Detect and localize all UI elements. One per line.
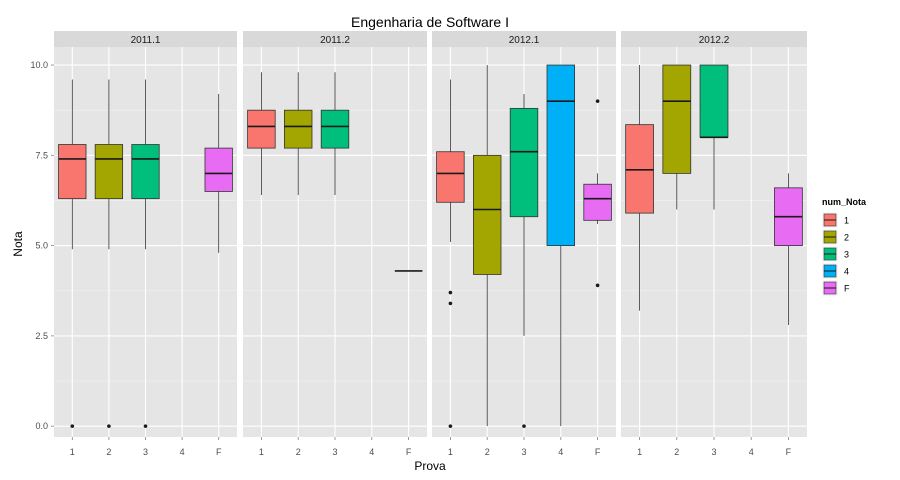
outlier-point	[448, 290, 453, 295]
outlier-point	[522, 424, 526, 428]
x-tick-label: 3	[332, 447, 337, 457]
x-tick-label: 3	[521, 447, 526, 457]
x-tick-label: 1	[448, 447, 453, 457]
box-2011.1-2	[94, 79, 124, 428]
legend-label: 3	[844, 250, 849, 260]
x-tick-label: F	[595, 447, 601, 457]
x-tick-label: 4	[369, 447, 374, 457]
legend-item-1: 1	[821, 211, 849, 229]
x-tick-label: 4	[558, 447, 563, 457]
box-iqr	[509, 107, 539, 218]
legend-label: 4	[844, 267, 849, 277]
x-tick-label: F	[406, 447, 412, 457]
y-tick-label: 7.5	[35, 150, 48, 160]
outlier-point	[143, 424, 148, 428]
box-iqr	[583, 183, 612, 221]
box-iqr	[131, 144, 160, 200]
facet-strip-label: 2011.2	[320, 35, 350, 46]
x-tick-label: 4	[749, 447, 754, 457]
y-tick-label: 5.0	[35, 241, 48, 251]
x-tick-label: F	[786, 447, 792, 457]
x-tick-label: 1	[70, 447, 75, 457]
box-2012.1-3	[509, 93, 539, 428]
facet-strip-label: 2012.2	[699, 35, 730, 46]
x-tick-label: 2	[106, 447, 111, 457]
x-tick-label: 1	[637, 447, 642, 457]
facet-strip	[243, 31, 427, 47]
box-iqr	[320, 109, 350, 149]
box-2011.1-3	[131, 79, 160, 428]
box-iqr	[625, 124, 654, 214]
outlier-point	[70, 424, 75, 428]
y-tick-label: 2.5	[35, 331, 48, 341]
box-iqr	[247, 109, 276, 149]
box-2011.2-3	[320, 72, 350, 196]
box-iqr	[472, 154, 502, 275]
x-tick-label: 1	[259, 447, 264, 457]
legend-item-F: F	[821, 279, 850, 297]
outlier-point	[107, 424, 111, 428]
box-iqr	[699, 64, 729, 138]
outlier-point	[595, 99, 600, 103]
facet-strip-label: 2012.1	[509, 35, 540, 46]
outlier-point	[595, 283, 600, 288]
box-2012.1-4	[546, 64, 576, 427]
y-tick-label: 10.0	[30, 60, 48, 70]
box-2012.2-1	[625, 65, 654, 311]
box-iqr	[436, 151, 465, 203]
box-2012.2-3	[699, 64, 729, 210]
x-tick-label: F	[216, 447, 222, 457]
legend-label: F	[844, 284, 850, 294]
box-2012.2-2	[662, 64, 692, 210]
legend: num_Nota 1 2 3 4 F	[821, 197, 867, 297]
panels-layer: 2011.1 1 2 3 4 F 2011.2 1 2 3 4 F 2012.1 1 2 3 4 F 2012.2 1…	[54, 31, 807, 457]
chart-title: Engenharia de Software I	[351, 14, 509, 30]
x-tick-label: 2	[674, 447, 679, 457]
box-2011.1-1	[58, 79, 87, 428]
legend-title: num_Nota	[822, 197, 867, 207]
box-2011.2-2	[283, 72, 313, 196]
x-axis-title: Prova	[414, 459, 446, 473]
box-2012.1-F	[583, 99, 612, 288]
box-iqr	[662, 64, 692, 174]
facet-strip	[621, 31, 807, 47]
box-2012.2-F	[774, 173, 803, 326]
facet-strip	[54, 31, 237, 47]
legend-item-4: 4	[821, 262, 849, 280]
x-tick-label: 2	[296, 447, 301, 457]
box-iqr	[204, 147, 233, 192]
box-2011.1-F	[204, 93, 233, 253]
legend-item-2: 2	[821, 228, 849, 246]
box-2011.2-1	[247, 72, 276, 196]
x-tick-label: 3	[711, 447, 716, 457]
facet-strip	[432, 31, 616, 47]
box-2012.1-1	[436, 79, 465, 428]
legend-label: 1	[844, 216, 849, 226]
facet-strip-label: 2011.1	[131, 35, 161, 46]
box-2012.1-2	[472, 65, 502, 427]
outlier-point	[448, 424, 453, 428]
legend-item-3: 3	[821, 245, 849, 263]
x-tick-label: 4	[180, 447, 185, 457]
y-axis-title: Nota	[11, 231, 25, 257]
x-tick-label: 2	[485, 447, 490, 457]
box-iqr	[546, 64, 576, 247]
box-iqr	[94, 144, 124, 200]
x-tick-label: 3	[143, 447, 148, 457]
facet-panel-2012.2: 2012.2 1 2 3 4 F	[621, 31, 807, 457]
y-axis: 0.0 2.5 5.0 7.5 10.0	[30, 60, 54, 431]
facet-panel-2012.1: 2012.1 1 2 3 4 F	[432, 31, 616, 457]
y-tick-label: 0.0	[35, 421, 48, 431]
facet-panel-2011.1: 2011.1 1 2 3 4 F	[54, 31, 237, 457]
box-iqr	[58, 144, 87, 200]
outlier-point	[448, 301, 453, 306]
facet-panel-2011.2: 2011.2 1 2 3 4 F	[243, 31, 427, 457]
legend-label: 2	[844, 233, 849, 243]
box-iqr	[283, 109, 313, 149]
